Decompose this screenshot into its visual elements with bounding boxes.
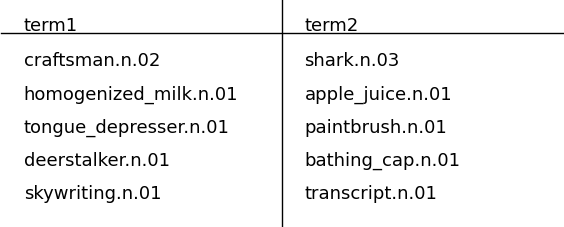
Text: skywriting.n.01: skywriting.n.01 [24, 185, 161, 202]
Text: apple_juice.n.01: apple_juice.n.01 [305, 85, 452, 103]
Text: transcript.n.01: transcript.n.01 [305, 185, 437, 202]
Text: paintbrush.n.01: paintbrush.n.01 [305, 118, 447, 136]
Text: term1: term1 [24, 17, 78, 35]
Text: shark.n.03: shark.n.03 [305, 52, 400, 70]
Text: bathing_cap.n.01: bathing_cap.n.01 [305, 151, 460, 170]
Text: deerstalker.n.01: deerstalker.n.01 [24, 151, 170, 169]
Text: craftsman.n.02: craftsman.n.02 [24, 52, 160, 70]
Text: term2: term2 [305, 17, 359, 35]
Text: homogenized_milk.n.01: homogenized_milk.n.01 [24, 85, 239, 103]
Text: tongue_depresser.n.01: tongue_depresser.n.01 [24, 118, 230, 136]
